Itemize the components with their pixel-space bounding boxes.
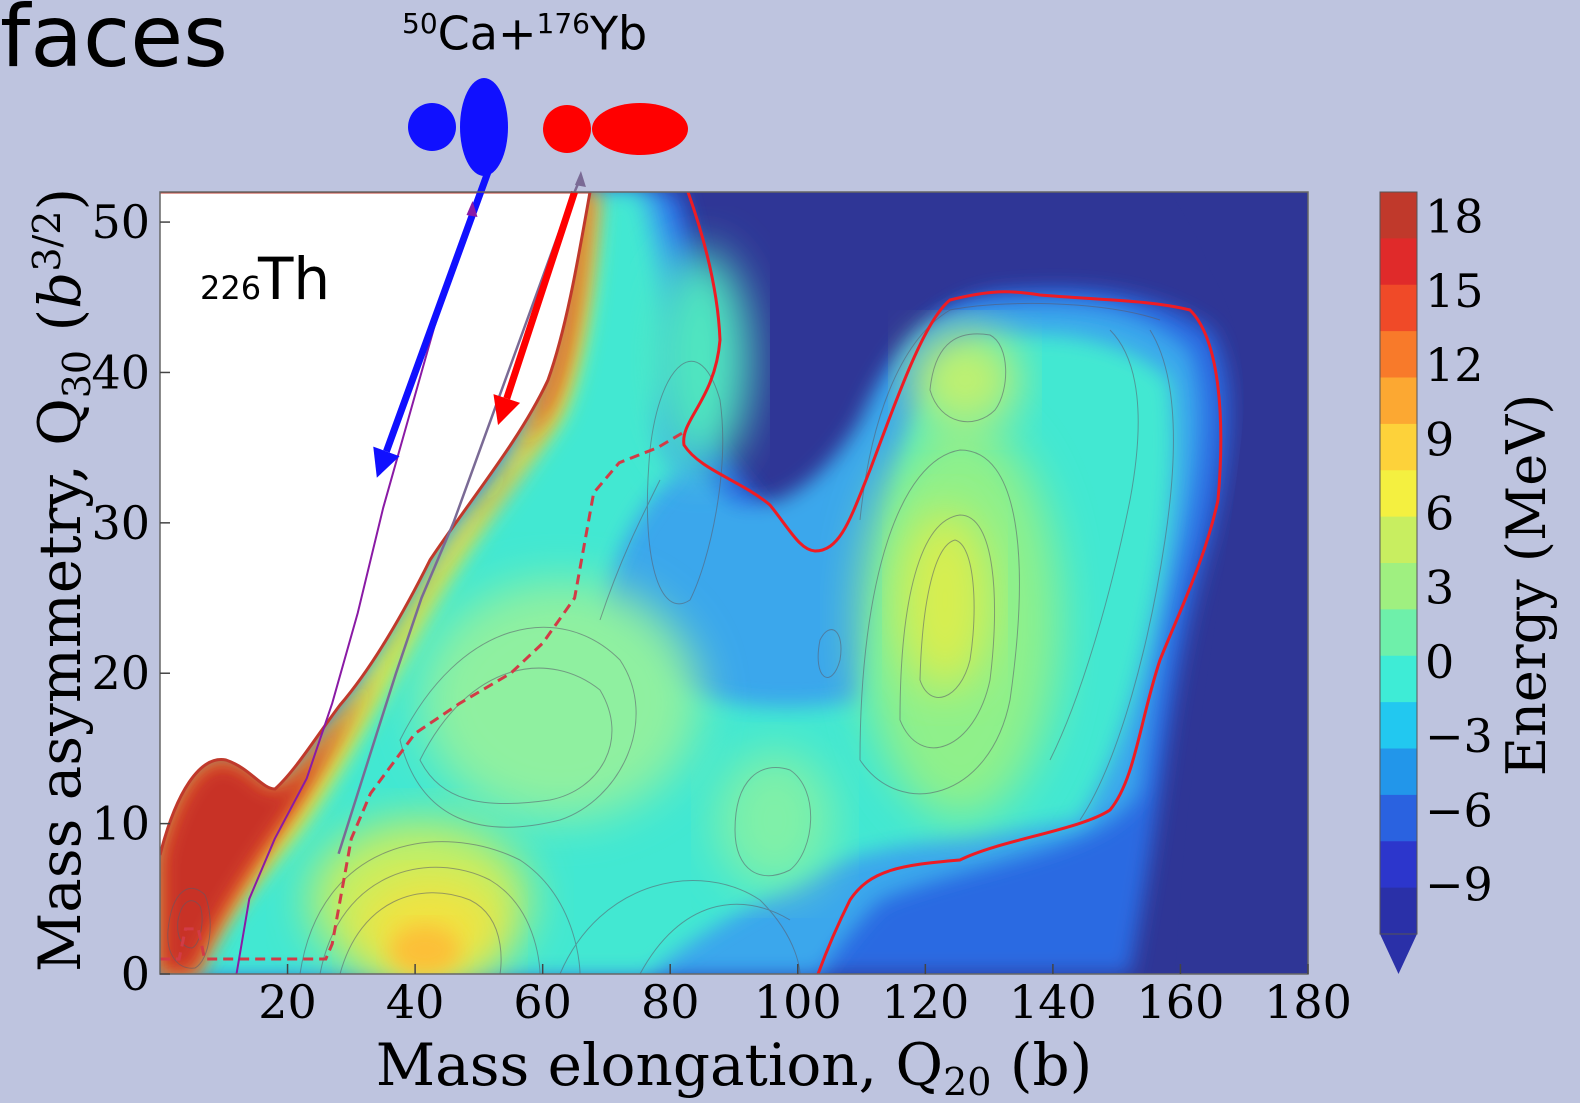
contour-lines: [167, 302, 1174, 974]
y-tick-label: 10: [91, 797, 150, 851]
blue-target-shape: [460, 78, 508, 176]
colorbar-segment: [1380, 423, 1417, 471]
reaction-label: 50Ca+176Yb: [402, 7, 647, 57]
target-symbol: Yb: [589, 6, 648, 61]
colorbar-segment: [1380, 655, 1417, 703]
nucleus-symbol: Th: [257, 245, 330, 313]
critical-contour-line: [682, 192, 1223, 974]
colorbar-tick-label: 15: [1425, 264, 1484, 318]
colorbar-tick-label: 12: [1425, 338, 1484, 392]
colorbar-tick-label: 0: [1425, 635, 1454, 689]
colorbar-segment: [1380, 284, 1417, 332]
x-axis-title: Mass elongation, Q20 (b): [376, 1031, 1093, 1103]
colorbar-segment: [1380, 331, 1417, 379]
colorbar-segment: [1380, 377, 1417, 425]
red-arrow-head: [493, 394, 521, 426]
colorbar-segment: [1380, 841, 1417, 889]
projectile-symbol: Ca: [437, 6, 498, 61]
y-tick-label: 20: [91, 646, 150, 700]
colorbar-tick-label: −3: [1425, 709, 1493, 763]
x-tick-label: 20: [258, 975, 317, 1029]
x-tick-label: 80: [641, 975, 700, 1029]
x-tick-label: 100: [754, 975, 842, 1029]
colorbar-segment: [1380, 794, 1417, 842]
plot-border: [159, 191, 1309, 975]
colorbar-segment: [1380, 702, 1417, 750]
colorbar-tick-label: 18: [1425, 190, 1484, 244]
colorbar-tick-label: −6: [1425, 783, 1493, 837]
blue-arrow-head: [373, 446, 400, 478]
red-projectile-shape: [543, 105, 591, 153]
colorbar: 18 15 12 9 6 3 0 −3 −6 −9: [1379, 190, 1493, 974]
blue-projectile-shape: [408, 103, 456, 151]
x-tick-label: 160: [1137, 975, 1225, 1029]
projectile-target-shapes-red: [543, 103, 688, 155]
reaction-plus: +: [497, 6, 537, 61]
dashed-fission-path: [160, 431, 684, 961]
slide-title: faces: [0, 0, 228, 87]
y-tick-label: 30: [91, 496, 150, 550]
y-axis-title: Mass asymmetry, Q30 (b3/2): [25, 188, 99, 972]
colorbar-tick-label: 6: [1425, 487, 1454, 541]
projectile-target-shapes-blue: [408, 78, 508, 176]
colorbar-segment: [1380, 192, 1417, 239]
x-tick-label: 120: [881, 975, 969, 1029]
colorbar-extend-triangle: [1380, 934, 1417, 974]
projectile-mass: 50: [402, 7, 438, 40]
colorbar-segment: [1380, 516, 1417, 564]
colorbar-segment: [1380, 238, 1417, 286]
x-tick-label: 40: [386, 975, 445, 1029]
y-tick-label: 50: [91, 195, 150, 249]
energy-heatmap: [160, 192, 1308, 974]
x-tick-label: 180: [1264, 975, 1352, 1029]
x-axis-ticks: 20 40 60 80 100 120 140 160 180: [258, 964, 1352, 1029]
y-axis-ticks: 0 10 20 30 40 50: [91, 195, 170, 1001]
red-arrow-shaft: [503, 190, 578, 400]
colorbar-segment: [1380, 609, 1417, 657]
colorbar-border: [1379, 191, 1418, 935]
colorbar-tick-label: −9: [1425, 858, 1493, 912]
red-target-shape: [592, 103, 688, 155]
colorbar-segment: [1380, 748, 1417, 796]
x-tick-label: 60: [513, 975, 572, 1029]
colorbar-segment: [1380, 563, 1417, 610]
gray-arrowhead: [574, 170, 586, 187]
colorbar-title: Energy (MeV): [1495, 394, 1558, 777]
magenta-arrowhead: [466, 201, 478, 218]
colorbar-segment: [1380, 887, 1417, 935]
entrance-arrows: [373, 160, 586, 478]
colorbar-tick-label: 9: [1425, 412, 1454, 466]
y-tick-label: 40: [91, 345, 150, 399]
x-tick-label: 140: [1009, 975, 1097, 1029]
nucleus-mass: 226: [200, 269, 261, 307]
y-tick-label: 0: [121, 947, 150, 1001]
target-mass: 176: [536, 7, 590, 40]
colorbar-tick-label: 3: [1425, 561, 1454, 615]
colorbar-segment: [1380, 470, 1417, 518]
